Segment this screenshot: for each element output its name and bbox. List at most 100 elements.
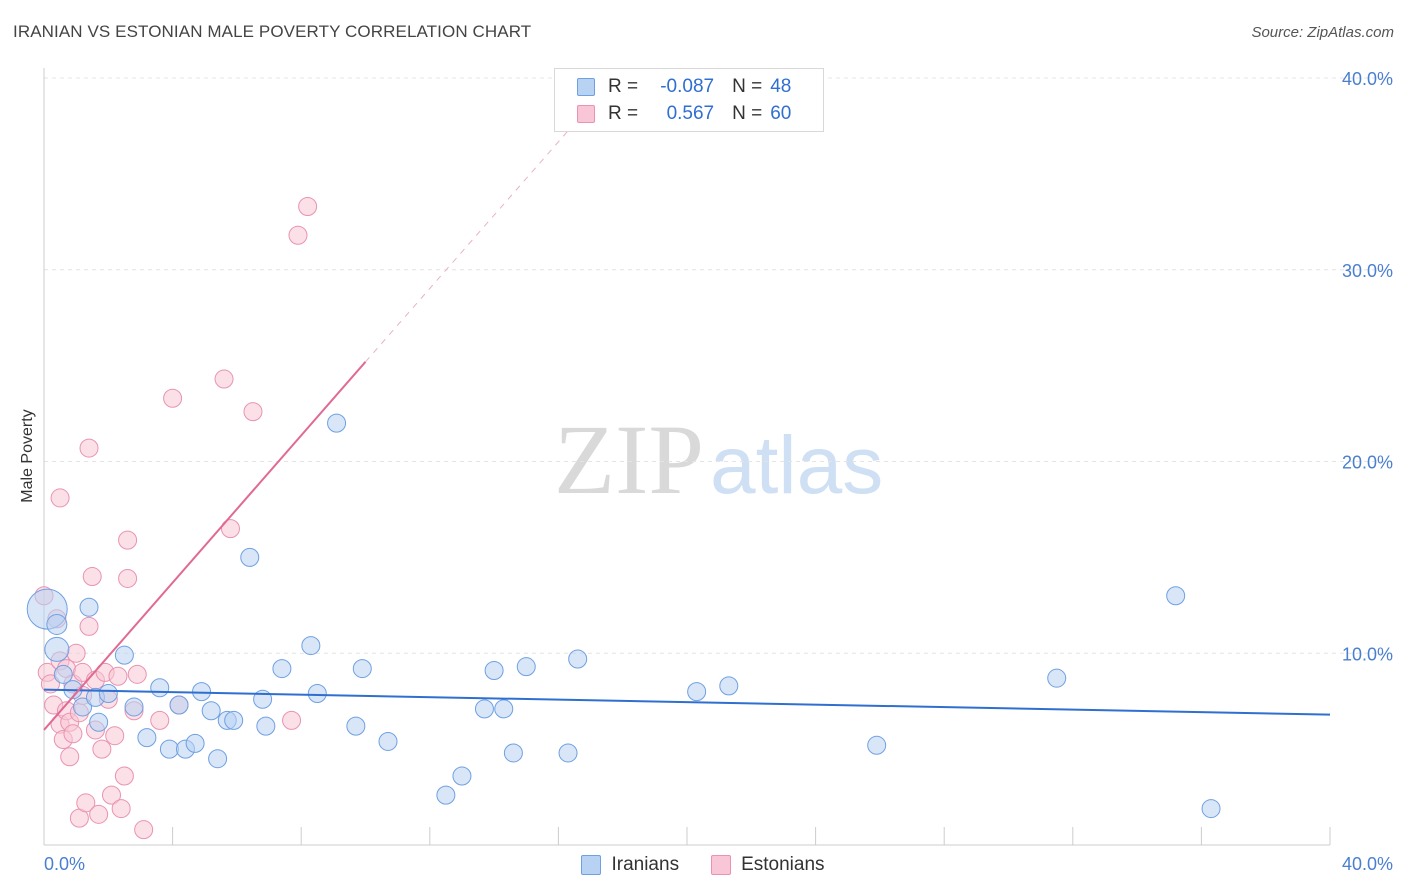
estonians-point-30: [102, 785, 122, 805]
estonians-point-12: [60, 747, 80, 767]
y-tick-label-10: 10.0%: [1342, 644, 1393, 664]
iranians-point-5: [73, 697, 93, 717]
iranians-point-36: [484, 661, 504, 681]
r-label: R =: [608, 103, 639, 124]
estonians-point-39: [134, 820, 154, 840]
legend-item-iranians[interactable]: Iranians: [581, 854, 679, 876]
iranians-point-3: [53, 664, 73, 684]
legend-label-estonians: Estonians: [741, 854, 825, 875]
n-value-iranians: 48: [770, 76, 792, 97]
trend-lines: [43, 112, 1331, 731]
iranians-point-44: [867, 735, 887, 755]
iranians-point-33: [436, 785, 456, 805]
correlation-stats-box: R = -0.087 N = 48 R = 0.567 N = 60: [554, 68, 824, 132]
estonians-point-32: [108, 666, 128, 686]
iranians-point-19: [201, 701, 221, 721]
y-tick-label-40: 40.0%: [1342, 69, 1393, 89]
iranians-point-10: [114, 645, 134, 665]
estonians-point-13: [63, 724, 83, 744]
stat-row-estonians: R = 0.567 N = 60: [577, 101, 791, 127]
iranians-point-38: [503, 743, 523, 763]
iranians-trend-line: [43, 688, 1331, 716]
iranians-point-29: [327, 413, 347, 433]
iranians-point-26: [272, 659, 292, 679]
iranians-point-12: [137, 728, 157, 748]
legend: Iranians Estonians: [0, 852, 1406, 878]
iranians-point-6: [79, 597, 99, 617]
estonians-point-36: [118, 568, 138, 588]
iranians-point-47: [1201, 799, 1221, 819]
estonians-point-40: [150, 710, 170, 730]
y-tick-label-30: 30.0%: [1342, 261, 1393, 281]
iranians-point-41: [568, 649, 588, 669]
n-value-estonians: 60: [770, 103, 792, 124]
iranians-point-25: [256, 716, 276, 736]
iranians-points: [26, 413, 1221, 819]
estonians-point-48: [298, 196, 318, 216]
estonians-point-22: [79, 616, 99, 636]
legend-swatch-iranians: [581, 855, 602, 875]
iranians-point-17: [185, 733, 205, 753]
iranians-point-1: [46, 613, 68, 635]
legend-item-estonians[interactable]: Estonians: [711, 854, 825, 876]
estonians-point-44: [220, 519, 240, 539]
r-value-iranians: -0.087: [660, 76, 715, 97]
iranians-point-34: [452, 766, 472, 786]
estonians-point-26: [89, 804, 109, 824]
x-tick-label-min: 0.0%: [44, 854, 85, 874]
legend-label-iranians: Iranians: [611, 854, 680, 875]
iranians-point-30: [346, 716, 366, 736]
iranians-point-37: [494, 699, 514, 719]
iranians-point-23: [240, 547, 260, 567]
tick-labels: 10.0% 20.0% 30.0% 40.0% 0.0% 40.0%: [44, 69, 1393, 874]
estonians-point-33: [111, 799, 131, 819]
iranians-swatch: [577, 78, 595, 96]
chart-title: IRANIAN VS ESTONIAN MALE POVERTY CORRELA…: [13, 22, 532, 41]
iranians-point-27: [301, 636, 321, 656]
estonians-point-38: [127, 664, 147, 684]
iranians-point-2: [44, 636, 70, 662]
iranians-point-18: [192, 682, 212, 702]
estonians-swatch: [577, 105, 595, 123]
stat-row-iranians: R = -0.087 N = 48: [577, 74, 791, 100]
iranians-point-20: [208, 749, 228, 769]
y-tick-label-20: 20.0%: [1342, 453, 1393, 473]
estonians-point-47: [288, 225, 308, 245]
estonians-point-41: [163, 388, 183, 408]
estonians-point-46: [282, 710, 302, 730]
iranians-point-13: [150, 678, 170, 698]
iranians-point-11: [124, 697, 144, 717]
estonians-point-2: [40, 674, 60, 694]
iranians-point-40: [558, 743, 578, 763]
grid-layer: [44, 77, 1392, 654]
iranians-point-45: [1047, 668, 1067, 688]
estonians-point-45: [243, 402, 263, 422]
iranians-point-9: [98, 684, 118, 704]
n-label: N =: [732, 76, 763, 97]
r-value-estonians: 0.567: [666, 103, 715, 124]
iranians-point-46: [1166, 586, 1186, 606]
iranians-point-8: [89, 712, 109, 732]
estonians-point-35: [118, 530, 138, 550]
estonians-point-21: [79, 438, 99, 458]
iranians-point-22: [224, 710, 244, 730]
estonians-point-31: [105, 726, 125, 746]
iranians-point-15: [169, 695, 189, 715]
iranians-point-14: [159, 739, 179, 759]
r-label: R =: [608, 76, 639, 97]
estonians-point-7: [50, 488, 70, 508]
x-tick-label-max: 40.0%: [1342, 854, 1393, 874]
iranians-point-32: [378, 731, 398, 751]
iranians-point-31: [352, 659, 372, 679]
iranians-point-43: [719, 676, 739, 696]
estonians-point-23: [82, 567, 102, 587]
legend-swatch-estonians: [711, 855, 732, 875]
estonians-point-20: [76, 793, 96, 813]
estonians-point-27: [92, 739, 112, 759]
estonians-trend-extension: [365, 112, 585, 363]
chart-source: Source: ZipAtlas.com: [1251, 24, 1394, 41]
iranians-point-42: [687, 682, 707, 702]
estonians-point-15: [66, 643, 86, 663]
axis-layer: [43, 68, 1331, 846]
